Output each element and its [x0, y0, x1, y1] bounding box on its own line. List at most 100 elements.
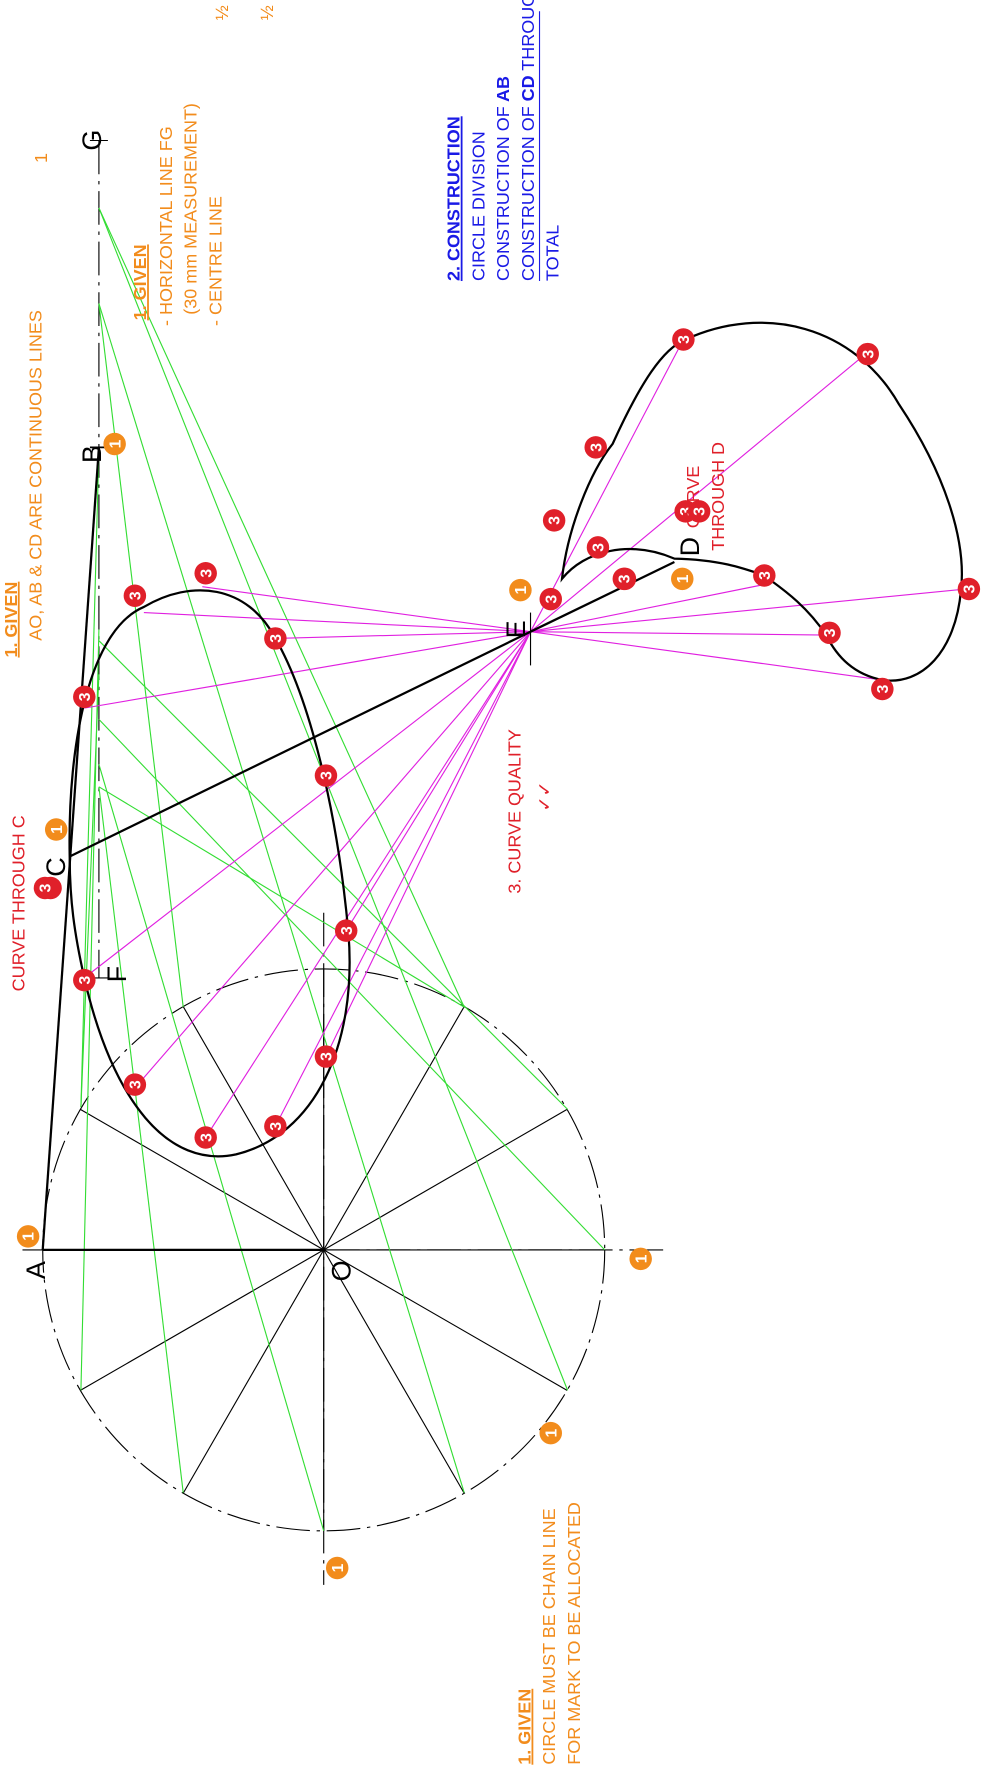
badge [586, 536, 610, 559]
badge [871, 677, 894, 701]
division-line [182, 1249, 325, 1494]
construction-item: CIRCLE DIVISION [468, 131, 488, 281]
given-text: AO, AB & CD ARE CONTINUOUS LINES [26, 310, 46, 641]
given-text: - CENTRE LINE [205, 196, 225, 326]
point-label: F [102, 966, 132, 982]
locus-line [530, 353, 866, 633]
badge-label: 3 [692, 507, 709, 516]
construction-heading: 2. CONSTRUCTION [444, 116, 464, 281]
locus-line [530, 631, 883, 681]
point-label: E [501, 620, 531, 638]
badge [671, 567, 694, 591]
division-line [323, 1108, 568, 1251]
locus-line [325, 631, 532, 1057]
badge [44, 818, 68, 841]
line-ce [69, 630, 532, 858]
badge-label: 3 [757, 571, 774, 580]
construction-line [98, 207, 465, 1008]
badge [264, 1115, 287, 1138]
badge-label: 3 [198, 569, 215, 578]
construction-line [80, 449, 100, 1108]
curve-c [68, 589, 351, 1158]
badge-label: 1 [107, 439, 124, 448]
badge-label: 3 [127, 1080, 144, 1089]
badge-label: 3 [547, 516, 564, 525]
badge-label: 3 [77, 692, 94, 701]
construction-part: CONSTRUCTION OF [493, 106, 513, 281]
badge-label: 3 [268, 634, 285, 643]
badge [73, 968, 96, 992]
given-heading: 1. GIVEN [515, 1689, 535, 1765]
badge [584, 436, 607, 459]
badge-label: 3 [319, 771, 336, 780]
given-mark: 1 [31, 153, 51, 163]
line-ab [41, 447, 101, 1250]
badge-label: 1 [675, 574, 692, 583]
construction-part: CD [518, 75, 538, 106]
badge [103, 432, 126, 456]
badge-label: 3 [77, 976, 94, 985]
badge-label: 3 [678, 507, 695, 516]
badge-label: 1 [633, 1254, 650, 1263]
badge [16, 1225, 40, 1248]
construction-part: THROUGH [518, 0, 538, 75]
locus-line [134, 631, 531, 1089]
badge [325, 1556, 349, 1580]
locus-line [83, 631, 531, 979]
locus-line [84, 631, 531, 709]
construction-part: AB [493, 76, 513, 106]
given-text: - HORIZONTAL LINE FG [156, 126, 176, 326]
division-line [323, 1249, 465, 1494]
badge-label: 1 [543, 1428, 560, 1437]
badge [194, 562, 217, 585]
locus-line [202, 586, 531, 633]
division-line [182, 1006, 325, 1251]
point-label: D [675, 537, 705, 556]
point-label: O [327, 1260, 357, 1281]
locus-line [530, 588, 967, 633]
locus-line [530, 583, 765, 633]
badge [856, 342, 879, 366]
badge-label: 3 [962, 584, 979, 593]
badge-label: 1 [49, 825, 66, 834]
construction-line [98, 207, 569, 1391]
division-line [80, 1108, 324, 1251]
badge-label: 3 [591, 543, 608, 552]
construction-item: CONSTRUCTION OF CD THROUGH [518, 0, 538, 281]
curve-d [560, 321, 963, 682]
badge [509, 578, 532, 602]
curve-note: THROUGH D [708, 442, 728, 551]
badge [314, 764, 338, 787]
badge [612, 567, 636, 591]
point-label: G [77, 130, 107, 151]
badge [539, 1421, 562, 1445]
construction-line [98, 640, 569, 1110]
division-line [323, 1249, 568, 1391]
construction-part: CONSTRUCTION OF [518, 106, 538, 281]
badge [314, 1045, 338, 1068]
badge [194, 1126, 217, 1149]
badge [687, 500, 711, 523]
locus-line [530, 631, 827, 636]
given-text: CIRCLE MUST BE CHAIN LINE [539, 1508, 559, 1764]
badge [753, 564, 776, 587]
badge-label: 3 [38, 883, 55, 892]
construction-line [98, 303, 184, 1008]
locus-line [345, 631, 532, 931]
badge [123, 584, 147, 607]
badge-label: 1 [21, 1232, 38, 1241]
badge-label: 3 [676, 335, 693, 344]
badge [123, 1073, 147, 1096]
construction-line [98, 718, 606, 1251]
curve-note: 3. CURVE QUALITY [504, 729, 524, 893]
given-heading: 1. GIVEN [130, 244, 150, 320]
badge [629, 1247, 652, 1271]
badge-label: 3 [268, 1122, 285, 1131]
badge-label: 1 [513, 585, 530, 594]
locus-line [274, 631, 532, 1127]
construction-item: TOTAL [543, 225, 563, 281]
badge [334, 919, 358, 942]
line-ed [530, 560, 675, 633]
